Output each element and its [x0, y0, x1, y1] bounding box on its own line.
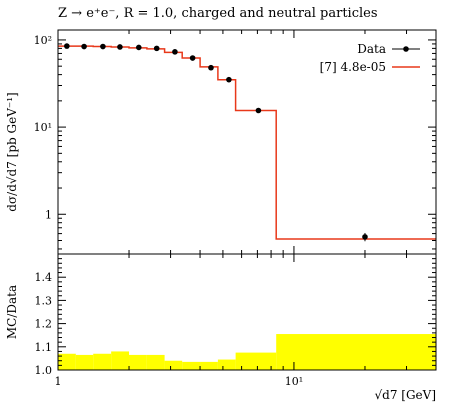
main-ytick-label: 1 [45, 208, 52, 221]
ratio-ylabel: MC/Data [5, 285, 19, 339]
ratio-band-bin [200, 361, 218, 370]
main-ytick-label: 10¹ [34, 121, 52, 134]
ratio-band-bin [276, 334, 436, 370]
ratio-ytick-label: 1.1 [35, 341, 53, 354]
data-point [255, 107, 262, 114]
main-ylabel: dσ/d√d7 [pb GeV⁻¹] [5, 92, 19, 211]
ratio-xtick-label: 10¹ [285, 375, 303, 388]
ratio-band-bin [58, 353, 76, 370]
ratio-band-bin [93, 353, 112, 370]
ratio-ytick-label: 1.3 [35, 294, 53, 307]
main-ytick-label: 10² [34, 34, 52, 47]
data-point [135, 44, 142, 51]
data-point [172, 49, 178, 55]
ratio-band-bin [182, 361, 201, 370]
legend-mc-label: [7] 4.8e-05 [320, 60, 386, 74]
xlabel: √d7 [GeV] [375, 388, 437, 402]
data-point [208, 64, 214, 71]
ratio-xtick-label: 1 [55, 375, 62, 388]
ratio-band-bin [217, 359, 236, 370]
legend-data-marker [403, 46, 409, 52]
legend: Data [7] 4.8e-05 [320, 42, 420, 74]
data-point [226, 76, 232, 83]
ratio-band-bin [111, 351, 130, 370]
data-point [362, 234, 368, 240]
data-point [153, 45, 160, 52]
plot-title: Z → e⁺e⁻, R = 1.0, charged and neutral p… [58, 6, 378, 21]
data-point [81, 43, 87, 50]
ratio-band-bin [129, 354, 147, 370]
ratio-band-bin [146, 354, 165, 370]
data-point [117, 44, 123, 50]
ratio-band-bin [75, 354, 94, 370]
ratio-ytick-label: 1.4 [35, 271, 53, 284]
ratio-ytick-label: 1.0 [35, 364, 53, 377]
ratio-frame [57, 253, 437, 371]
ratio-band-bin [164, 360, 183, 370]
ratio-ytick-label: 1.2 [35, 318, 53, 331]
legend-data-label: Data [357, 42, 386, 56]
ratio-panel: 1 10¹ 1.0 1.1 1.2 1.3 1.4 MC/Data √d7 [GeV] [5, 253, 437, 402]
ratio-band-bin [235, 352, 277, 370]
data-point [100, 43, 106, 50]
data-point [189, 55, 196, 61]
mc-histogram-line [58, 45, 436, 240]
main-panel: 1 10¹ 10² dσ/d√d7 [pb GeV⁻¹] Data [7] 4.8e… [5, 29, 437, 255]
data-point [64, 43, 70, 49]
